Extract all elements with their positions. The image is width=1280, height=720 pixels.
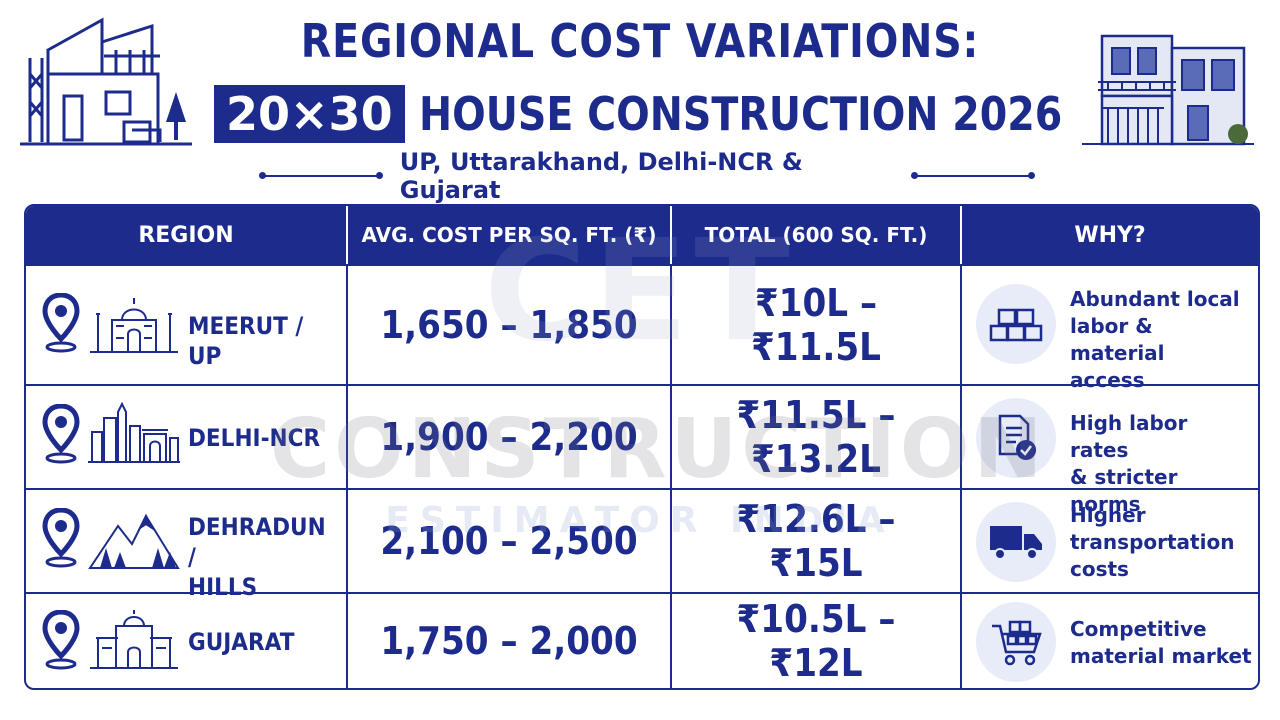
why-line: Competitive — [1070, 617, 1207, 641]
cost-table: REGION AVG. COST PER SQ. FT. (₹) TOTAL (… — [24, 204, 1260, 690]
avg-cost-cell: 1,900 – 2,200 — [348, 384, 672, 488]
region-cell: GUJARAT — [26, 592, 348, 688]
total-cell: ₹10.5L – ₹12L — [672, 592, 962, 688]
avg-cost-value: 2,100 – 2,500 — [380, 519, 638, 563]
avg-cost-cell: 2,100 – 2,500 — [348, 488, 672, 592]
region-name-line2: HILLS — [188, 573, 258, 601]
why-cell: High labor rates & stricter norms — [962, 384, 1258, 516]
total-cell: ₹12.6L – ₹15L — [672, 488, 962, 592]
total-value: ₹11.5L – ₹13.2L — [736, 393, 896, 481]
table-row: MEERUT / UP 1,650 – 1,850 ₹10L – ₹11.5L … — [26, 264, 1258, 392]
why-line: transportation — [1070, 530, 1235, 554]
divider-left — [259, 172, 383, 179]
region-name: DEHRADUN / HILLS — [188, 512, 330, 602]
region-cell: DELHI-NCR — [26, 384, 348, 488]
header-total: TOTAL (600 SQ. FT.) — [672, 206, 962, 264]
why-cell: Higher transportation costs — [962, 488, 1258, 592]
avg-cost-cell: 1,750 – 2,000 — [348, 592, 672, 688]
taj-mahal-icon — [90, 298, 178, 353]
total-value: ₹10.5L – ₹12L — [736, 597, 896, 685]
region-name: MEERUT / UP — [188, 312, 304, 370]
table-row: DELHI-NCR 1,900 – 2,200 ₹11.5L – ₹13.2L … — [26, 384, 1258, 516]
avg-cost-value: 1,900 – 2,200 — [380, 415, 638, 459]
why-line: Abundant local — [1070, 287, 1240, 311]
table-header-row: REGION AVG. COST PER SQ. FT. (₹) TOTAL (… — [26, 206, 1258, 264]
page-title-line2: 20×30 HOUSE CONSTRUCTION 2026 — [214, 84, 1167, 144]
header-avg-cost: AVG. COST PER SQ. FT. (₹) — [348, 206, 672, 264]
subtitle: UP, Uttarakhand, Delhi-NCR & Gujarat — [399, 148, 803, 204]
region-cell: DEHRADUN / HILLS — [26, 488, 348, 601]
total-value: ₹12.6L – ₹15L — [736, 497, 896, 585]
why-text: Higher transportation costs — [1070, 502, 1252, 583]
page-title-line1: REGIONAL COST VARIATIONS: — [300, 14, 980, 68]
location-pin-icon — [42, 610, 80, 670]
avg-cost-value: 1,650 – 1,850 — [380, 303, 638, 347]
total-cell: ₹11.5L – ₹13.2L — [672, 384, 962, 488]
truck-icon — [976, 502, 1056, 582]
palace-icon — [90, 610, 178, 669]
shopping-cart-icon — [976, 602, 1056, 682]
house-sketch-left-icon — [20, 17, 192, 146]
why-text: Abundant local labor & material access — [1070, 286, 1252, 394]
boxes-icon — [976, 284, 1056, 364]
avg-cost-value: 1,750 – 2,000 — [380, 619, 638, 663]
total-value: ₹10L – ₹11.5L — [751, 281, 881, 369]
title-highlight-badge: 20×30 — [214, 85, 405, 143]
why-text: Competitive material market — [1070, 616, 1252, 670]
why-text: High labor rates & stricter norms — [1070, 410, 1252, 518]
why-cell: Abundant local labor & material access — [962, 264, 1258, 392]
region-name-line1: DEHRADUN / — [188, 513, 326, 571]
region-name: GUJARAT — [188, 628, 295, 656]
why-line: & stricter norms — [1070, 465, 1178, 516]
why-line: Higher — [1070, 503, 1146, 527]
region-cell: MEERUT / UP — [26, 264, 348, 384]
total-cell: ₹10L – ₹11.5L — [672, 264, 962, 384]
city-skyline-icon — [88, 402, 180, 463]
region-name: DELHI-NCR — [188, 424, 321, 452]
table-row: GUJARAT 1,750 – 2,000 ₹10.5L – ₹12L Comp… — [26, 592, 1258, 688]
location-pin-icon — [42, 293, 80, 353]
divider-right — [911, 172, 1035, 179]
why-line: High labor rates — [1070, 411, 1188, 462]
subtitle-row: UP, Uttarakhand, Delhi-NCR & Gujarat — [259, 148, 1035, 204]
why-line: access — [1070, 368, 1145, 392]
title-line2-text: HOUSE CONSTRUCTION 2026 — [418, 87, 1062, 141]
why-line: costs — [1070, 557, 1129, 581]
table-row: DEHRADUN / HILLS 2,100 – 2,500 ₹12.6L – … — [26, 488, 1258, 601]
why-line: material market — [1070, 644, 1252, 668]
why-line: labor & material — [1070, 314, 1165, 365]
mountains-icon — [88, 513, 180, 569]
header-why: WHY? — [1074, 222, 1146, 248]
avg-cost-cell: 1,650 – 1,850 — [348, 264, 672, 384]
location-pin-icon — [42, 404, 80, 464]
document-check-icon — [976, 398, 1056, 478]
location-pin-icon — [42, 508, 80, 568]
modern-house-icon — [1082, 34, 1254, 146]
why-cell: Competitive material market — [962, 592, 1258, 688]
header-region: REGION — [26, 206, 348, 264]
